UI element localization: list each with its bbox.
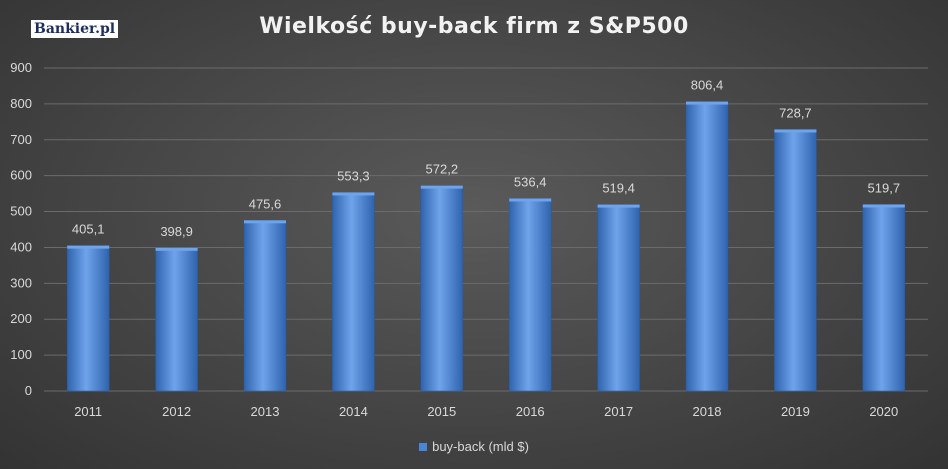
legend-swatch bbox=[419, 443, 428, 451]
bar-top-highlight bbox=[244, 220, 286, 224]
data-label: 519,4 bbox=[602, 181, 635, 196]
data-label: 536,4 bbox=[514, 174, 547, 189]
bar-top-highlight bbox=[774, 129, 817, 133]
bar-top-highlight bbox=[67, 245, 110, 249]
y-tick-label: 200 bbox=[10, 311, 32, 326]
x-tick-label: 2011 bbox=[74, 404, 102, 419]
legend: buy-back (mld $) bbox=[0, 439, 948, 454]
bar-2017 bbox=[597, 204, 640, 392]
legend-label: buy-back (mld $) bbox=[432, 439, 529, 454]
bar-2018 bbox=[685, 101, 729, 392]
y-tick-label: 100 bbox=[10, 347, 32, 362]
data-label: 728,7 bbox=[779, 105, 812, 120]
bar-2014 bbox=[332, 192, 375, 392]
bar-2020 bbox=[862, 204, 906, 392]
bar-2012 bbox=[155, 247, 198, 392]
data-label: 806,4 bbox=[691, 78, 724, 93]
bars bbox=[66, 101, 906, 392]
x-tick-label: 2018 bbox=[693, 404, 722, 419]
x-tick-label: 2015 bbox=[427, 404, 456, 419]
bar-2013 bbox=[243, 220, 287, 392]
bar-2015 bbox=[420, 185, 464, 392]
x-tick-label: 2013 bbox=[251, 404, 280, 419]
y-tick-label: 700 bbox=[10, 132, 32, 147]
x-tick-label: 2020 bbox=[869, 404, 898, 419]
bankier-logo: Bankier.pl bbox=[31, 20, 119, 38]
y-tick-label: 900 bbox=[10, 60, 32, 75]
y-tick-label: 0 bbox=[25, 383, 32, 398]
bar-2011 bbox=[66, 245, 110, 392]
x-tick-label: 2019 bbox=[781, 404, 810, 419]
bar-top-highlight bbox=[155, 247, 198, 251]
bar-top-highlight bbox=[862, 204, 905, 208]
x-tick-label: 2012 bbox=[162, 404, 191, 419]
bar-top-highlight bbox=[597, 204, 640, 208]
data-label: 572,2 bbox=[426, 162, 459, 177]
labels: 0 100 200 300 400 500 600 700 800 900 405,1 2011 398… bbox=[10, 60, 900, 419]
x-tick-label: 2017 bbox=[604, 404, 633, 419]
bar-top-highlight bbox=[686, 101, 728, 105]
x-tick-label: 2014 bbox=[339, 404, 368, 419]
y-tick-label: 500 bbox=[10, 204, 32, 219]
bar-2019 bbox=[774, 129, 817, 392]
data-label: 553,3 bbox=[337, 168, 370, 183]
chart-title: Wielkość buy-back firm z S&P500 bbox=[259, 14, 689, 39]
y-tick-label: 600 bbox=[10, 168, 32, 183]
data-label: 398,9 bbox=[160, 224, 193, 239]
data-label: 405,1 bbox=[72, 222, 105, 237]
bar-top-highlight bbox=[509, 198, 552, 202]
x-tick-label: 2016 bbox=[516, 404, 545, 419]
data-label: 475,6 bbox=[249, 196, 282, 211]
bar-2016 bbox=[508, 198, 552, 392]
y-tick-label: 400 bbox=[10, 239, 32, 254]
y-tick-label: 800 bbox=[10, 96, 32, 111]
bar-top-highlight bbox=[420, 185, 463, 189]
bar-top-highlight bbox=[332, 192, 375, 196]
data-label: 519,7 bbox=[868, 180, 901, 195]
y-tick-label: 300 bbox=[10, 275, 32, 290]
